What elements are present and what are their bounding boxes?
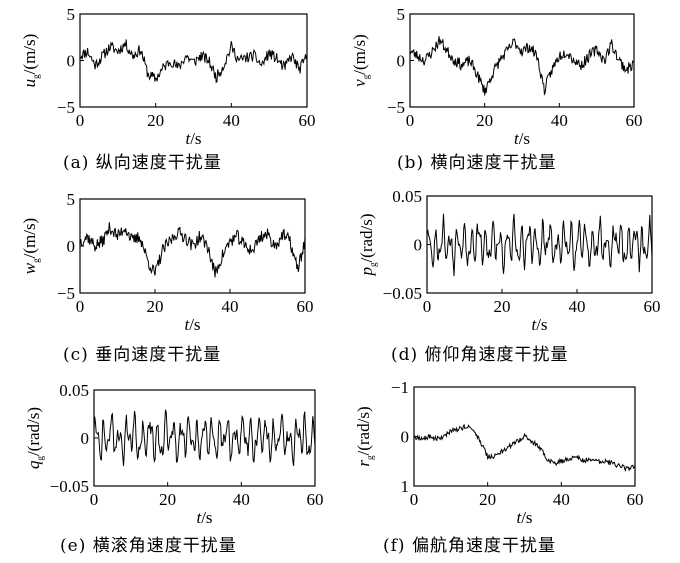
x-tick-label: 20 <box>147 297 164 316</box>
subfigure-caption: (c) 垂向速度干扰量 <box>63 345 221 365</box>
x-tick-label: 0 <box>423 297 432 316</box>
series-line-c <box>79 222 306 278</box>
y-tick-label: 0.05 <box>392 187 422 206</box>
subfigure-caption: (b) 横向速度干扰量 <box>397 153 557 173</box>
series-line-b <box>409 36 635 96</box>
y-axis-label: vg/(m/s) <box>350 34 371 87</box>
x-tick-label: 20 <box>479 490 496 509</box>
x-tick-label: 40 <box>223 111 240 130</box>
x-tick-label: 60 <box>297 297 314 316</box>
y-tick-label: 0.05 <box>59 381 89 400</box>
subfigure-caption: (a) 纵向速度干扰量 <box>63 153 222 173</box>
y-axis-label: rg/(rad/s) <box>354 406 375 466</box>
y-tick-label: 0 <box>81 429 90 448</box>
x-tick-label: 60 <box>299 111 316 130</box>
x-tick-label: 40 <box>551 111 568 130</box>
x-tick-label: 60 <box>626 111 643 130</box>
x-tick-label: 0 <box>410 490 419 509</box>
plot-frame <box>93 389 316 487</box>
y-tick-label: −5 <box>387 98 405 117</box>
plot-frame <box>413 386 636 487</box>
y-tick-label: −0.05 <box>383 284 422 303</box>
x-axis-label: t/s <box>531 315 547 334</box>
subfigure-caption: (e) 横滚角速度干扰量 <box>60 536 237 556</box>
series-line-d <box>426 213 653 277</box>
y-tick-label: −1 <box>391 378 409 397</box>
x-tick-label: 60 <box>627 490 644 509</box>
subfigure-caption: (f) 偏航角速度干扰量 <box>383 536 556 556</box>
x-tick-label: 20 <box>494 297 511 316</box>
y-tick-label: 0 <box>67 52 76 71</box>
x-axis-label: t/s <box>185 129 201 148</box>
x-tick-label: 20 <box>476 111 493 130</box>
y-tick-label: 1 <box>401 477 410 496</box>
y-tick-label: 5 <box>67 190 76 209</box>
x-axis-label: t/s <box>514 129 530 148</box>
x-tick-label: 40 <box>233 490 250 509</box>
subfigure-caption: (d) 俯仰角速度干扰量 <box>391 345 569 365</box>
x-axis-label: t/s <box>516 508 532 527</box>
x-axis-label: t/s <box>184 315 200 334</box>
x-tick-label: 20 <box>159 490 176 509</box>
y-tick-label: −5 <box>57 98 75 117</box>
y-axis-label: pg/(rad/s) <box>357 213 378 276</box>
y-tick-label: 5 <box>67 5 76 24</box>
x-tick-label: 60 <box>644 297 661 316</box>
x-tick-label: 0 <box>406 111 415 130</box>
x-tick-label: 0 <box>76 111 85 130</box>
y-tick-label: −5 <box>57 284 75 303</box>
series-line-f <box>413 423 636 472</box>
x-tick-label: 60 <box>307 490 324 509</box>
y-tick-label: 0 <box>401 428 410 447</box>
x-tick-label: 40 <box>222 297 239 316</box>
x-tick-label: 0 <box>76 297 85 316</box>
y-tick-label: 5 <box>397 5 406 24</box>
x-tick-label: 40 <box>553 490 570 509</box>
y-axis-label: qg/(rad/s) <box>24 407 45 469</box>
series-line-a <box>79 39 308 84</box>
y-tick-label: 0 <box>414 236 423 255</box>
plot-frame <box>79 13 308 108</box>
series-line-e <box>93 408 316 467</box>
plot-frame <box>409 13 635 108</box>
plot-frame <box>426 195 653 294</box>
x-tick-label: 0 <box>90 490 99 509</box>
x-axis-label: t/s <box>196 508 212 527</box>
y-tick-label: 0 <box>397 52 406 71</box>
y-tick-label: 0 <box>67 237 76 256</box>
x-tick-label: 40 <box>569 297 586 316</box>
y-axis-label: ug/(m/s) <box>20 34 41 88</box>
y-tick-label: −0.05 <box>50 477 89 496</box>
y-axis-label: wg/(m/s) <box>20 218 41 274</box>
x-tick-label: 20 <box>147 111 164 130</box>
